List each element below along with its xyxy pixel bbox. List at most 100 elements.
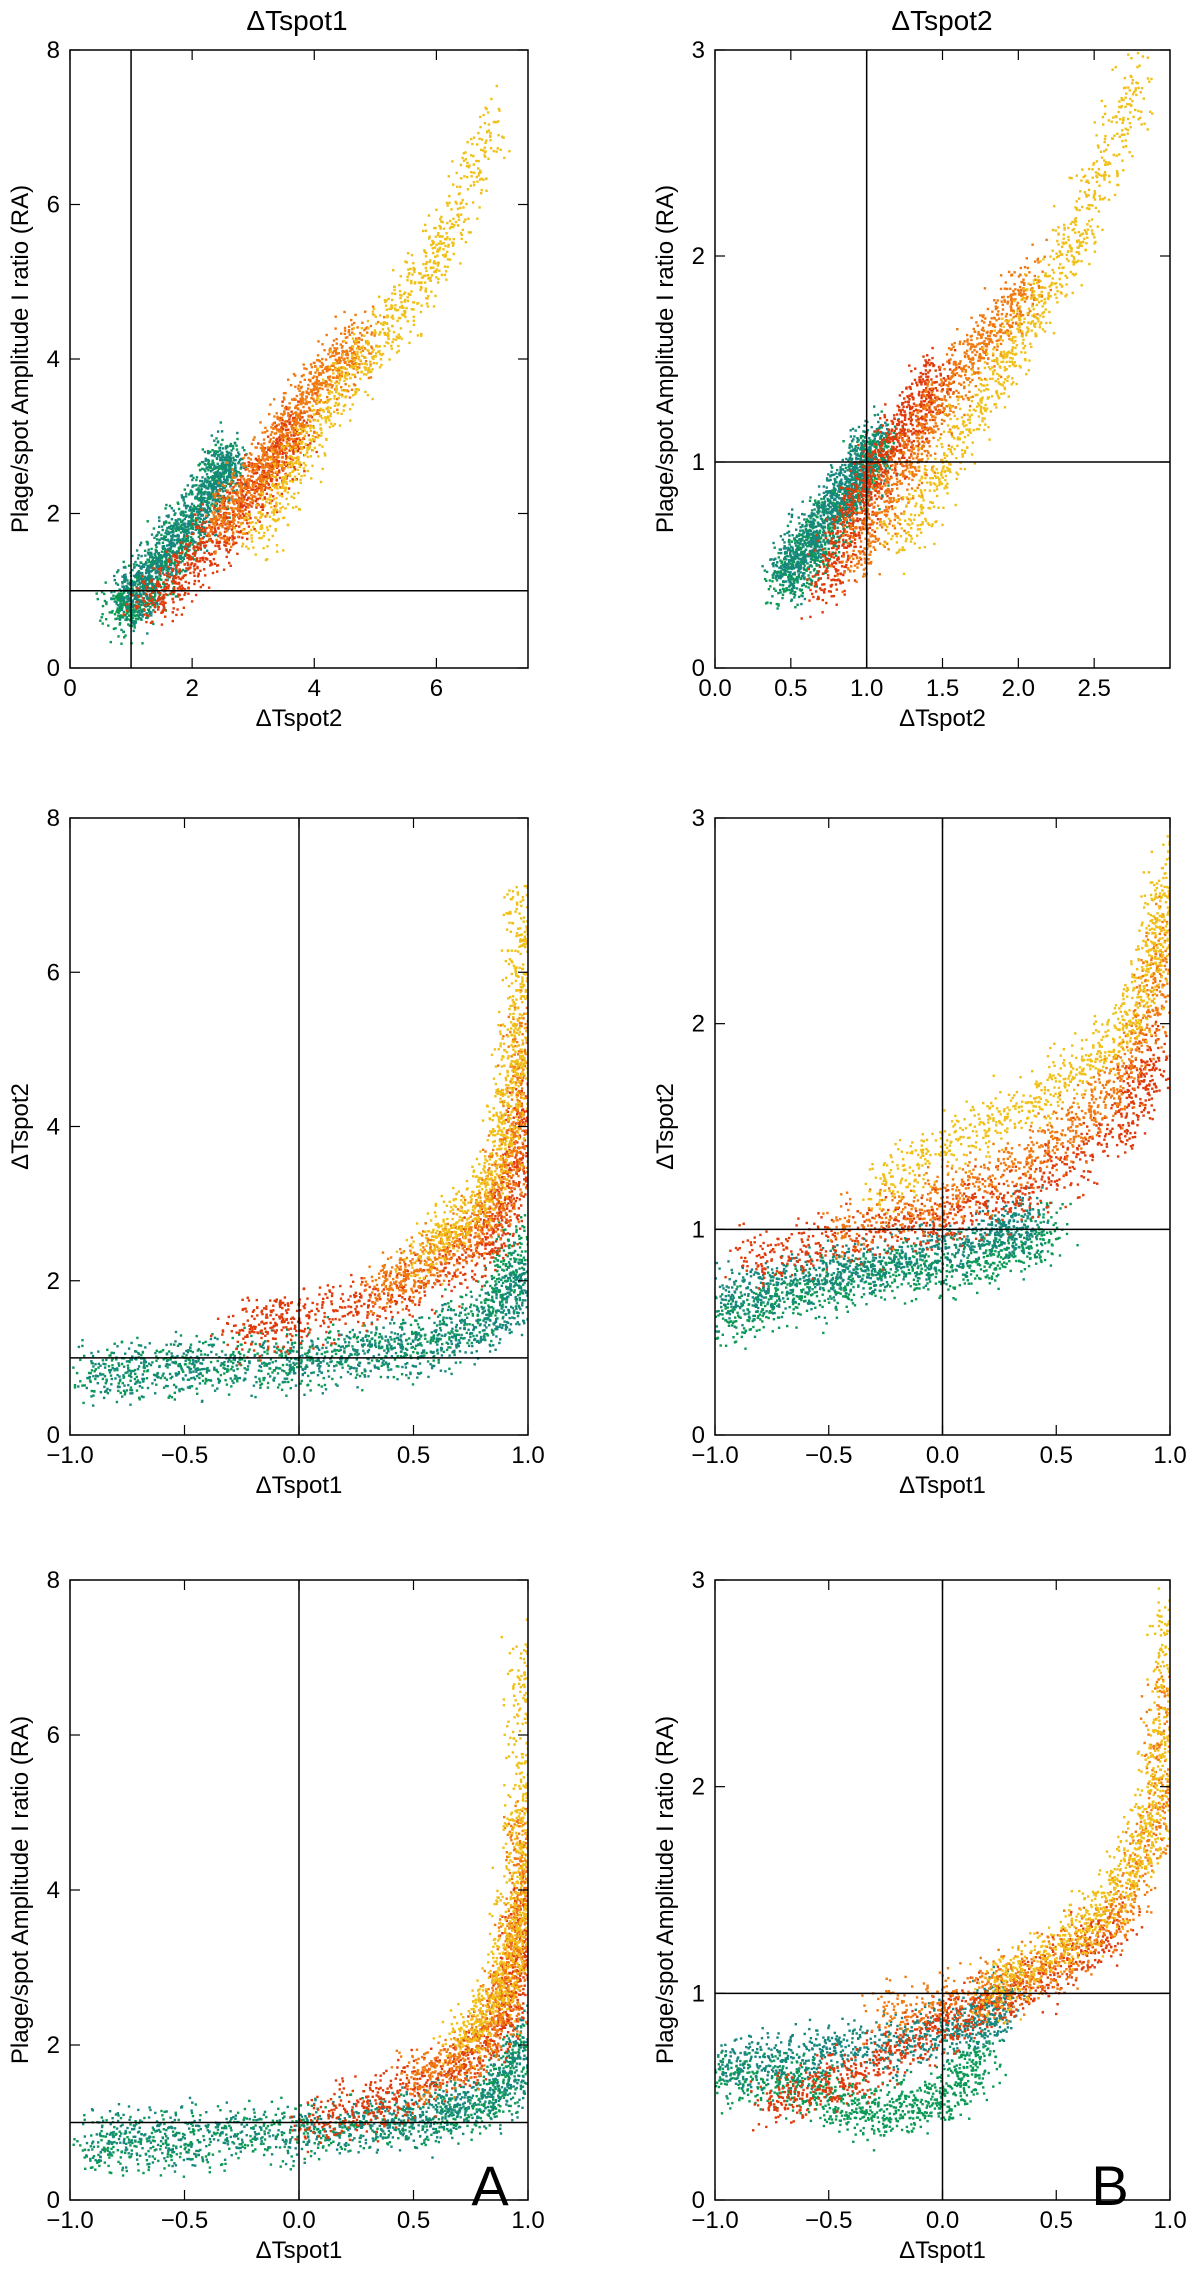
series-teal — [715, 1186, 1050, 1333]
series-orange — [822, 894, 1170, 1260]
panel-tag-b: B — [1091, 2154, 1128, 2217]
x-tick-label: 0.5 — [774, 675, 807, 702]
y-tick-label: 0 — [692, 655, 705, 682]
series-yellow — [876, 52, 1154, 576]
y-tick-label: 0 — [692, 2187, 705, 2214]
x-tick-label: −0.5 — [805, 2207, 852, 2234]
x-tick-label: 0.5 — [397, 2207, 430, 2234]
scatter-points — [761, 52, 1154, 620]
x-tick-label: −1.0 — [46, 2207, 93, 2234]
y-tick-label: 3 — [692, 1567, 705, 1594]
y-axis-title: Plage/spot Amplitude I ratio (RA) — [7, 1716, 34, 2064]
y-tick-label: 2 — [692, 1774, 705, 1801]
x-tick-label: 0.0 — [926, 1442, 959, 1469]
scatter-points — [95, 84, 511, 645]
panel-top-right: 0.0 0.5 1.0 1.5 2.0 2.5 0 1 2 3 ΔTspot2 Plage/spot … — [652, 37, 1171, 732]
series-teal — [77, 1241, 528, 1407]
y-tick-label: 3 — [692, 37, 705, 64]
y-axis-title: ΔTspot2 — [7, 1083, 34, 1170]
x-tick-label: 0.5 — [1040, 2207, 1073, 2234]
x-tick-label: 1.0 — [511, 2207, 544, 2234]
series-yellow — [862, 835, 1170, 1214]
y-tick-label: 2 — [692, 1011, 705, 1038]
y-tick-label: 8 — [47, 37, 60, 64]
x-axis: 0.0 0.5 1.0 1.5 2.0 2.5 — [698, 50, 1111, 702]
panel-bottom-right: −1.0 −0.5 0.0 0.5 1.0 0 1 2 3 ΔTspot1 Plage/spot A… — [652, 1567, 1187, 2264]
y-tick-label: 4 — [47, 1114, 60, 1141]
y-tick-label: 6 — [47, 959, 60, 986]
y-tick-label: 2 — [692, 243, 705, 270]
x-tick-label: 6 — [430, 675, 443, 702]
x-tick-label: 4 — [308, 675, 321, 702]
x-axis-title: ΔTspot1 — [256, 2237, 343, 2264]
x-tick-label: −1.0 — [691, 2207, 738, 2234]
y-tick-label: 8 — [47, 805, 60, 832]
x-tick-label: 1.0 — [850, 675, 883, 702]
x-tick-label: −1.0 — [691, 1442, 738, 1469]
x-tick-label: −1.0 — [46, 1442, 93, 1469]
x-tick-label: 0.5 — [1040, 1442, 1073, 1469]
x-tick-label: 0.0 — [282, 1442, 315, 1469]
x-tick-label: −0.5 — [161, 1442, 208, 1469]
panel-bottom-left: −1.0 −0.5 0.0 0.5 1.0 0 2 4 6 8 ΔTspot1 Plage/spot … — [7, 1567, 545, 2264]
panel-middle-right: −1.0 −0.5 0.0 0.5 1.0 0 1 2 3 ΔTspot1 ΔTspot2 — [652, 805, 1187, 1499]
series-orange — [830, 238, 1052, 594]
y-tick-label: 0 — [47, 655, 60, 682]
y-axis-title: Plage/spot Amplitude I ratio (RA) — [652, 185, 679, 533]
x-tick-label: 0.5 — [397, 1442, 430, 1469]
y-tick-label: 0 — [47, 1422, 60, 1449]
series-green — [715, 2019, 1007, 2152]
x-axis-title: ΔTspot1 — [899, 1472, 986, 1499]
y-tick-label: 2 — [47, 2032, 60, 2059]
scatter-points — [715, 835, 1170, 1350]
series-yellow — [432, 1618, 528, 2068]
y-tick-label: 2 — [47, 501, 60, 528]
scatter-points — [715, 1587, 1170, 2152]
x-axis: 0 2 4 6 — [63, 50, 443, 702]
panel-tag-a: A — [471, 2154, 509, 2217]
y-axis: 0 1 2 3 — [692, 805, 1170, 1449]
y-axis: 0 1 2 3 — [692, 37, 1170, 682]
x-tick-label: 0.0 — [698, 675, 731, 702]
y-tick-label: 1 — [692, 1216, 705, 1243]
x-axis: −1.0 −0.5 0.0 0.5 1.0 — [691, 1580, 1187, 2234]
y-tick-label: 8 — [47, 1567, 60, 1594]
y-tick-label: 1 — [692, 449, 705, 476]
x-axis: −1.0 −0.5 0.0 0.5 1.0 — [691, 818, 1187, 1469]
y-tick-label: 2 — [47, 1268, 60, 1295]
y-axis: 0 2 4 6 8 — [47, 1567, 528, 2214]
x-tick-label: 1.5 — [926, 675, 959, 702]
y-tick-label: 1 — [692, 1980, 705, 2007]
y-axis-title: ΔTspot2 — [652, 1083, 679, 1170]
x-axis-title: ΔTspot2 — [899, 705, 986, 732]
x-tick-label: −0.5 — [161, 2207, 208, 2234]
scatter-points — [72, 1618, 528, 2178]
scatter-points — [72, 884, 528, 1407]
x-axis-title: ΔTspot2 — [256, 705, 343, 732]
column-title-left: ΔTspot1 — [246, 5, 347, 36]
x-axis-title: ΔTspot1 — [899, 2237, 986, 2264]
y-tick-label: 3 — [692, 805, 705, 832]
x-tick-label: 1.0 — [1153, 2207, 1186, 2234]
x-tick-label: 0.0 — [282, 2207, 315, 2234]
series-yellow — [394, 884, 528, 1286]
y-axis-title: Plage/spot Amplitude I ratio (RA) — [7, 185, 34, 533]
series-yellow — [969, 1587, 1170, 2024]
y-axis: 0 2 4 6 8 — [47, 37, 528, 682]
x-tick-label: 2.0 — [1002, 675, 1035, 702]
y-tick-label: 0 — [692, 1422, 705, 1449]
series-yellow — [233, 84, 511, 562]
x-axis-title: ΔTspot1 — [256, 1472, 343, 1499]
x-tick-label: 2 — [185, 675, 198, 702]
y-tick-label: 4 — [47, 346, 60, 373]
y-tick-label: 6 — [47, 1722, 60, 1749]
panel-middle-left: −1.0 −0.5 0.0 0.5 1.0 0 2 4 6 8 ΔTspot1 ΔTspot2 — [7, 805, 545, 1499]
x-tick-label: 1.0 — [511, 1442, 544, 1469]
x-axis: −1.0 −0.5 0.0 0.5 1.0 — [46, 1580, 545, 2234]
y-axis: 0 2 4 6 8 — [47, 805, 528, 1449]
x-tick-label: −0.5 — [805, 1442, 852, 1469]
x-tick-label: 2.5 — [1077, 675, 1110, 702]
y-tick-label: 6 — [47, 192, 60, 219]
x-axis: −1.0 −0.5 0.0 0.5 1.0 — [46, 818, 545, 1469]
